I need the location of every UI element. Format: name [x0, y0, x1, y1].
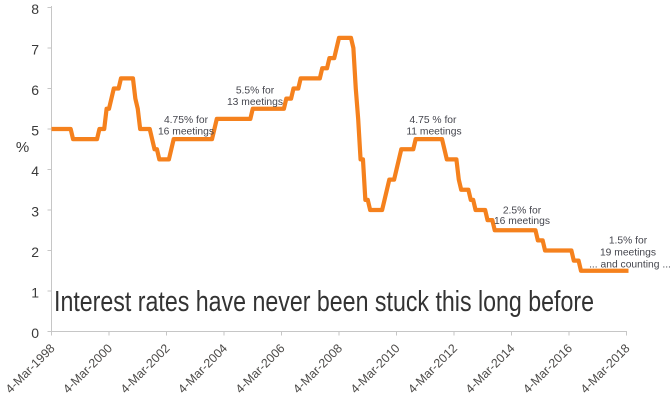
svg-text:8: 8 [31, 1, 39, 17]
svg-text:16 meetings: 16 meetings [494, 216, 550, 227]
svg-text:... and counting ...: ... and counting ... [589, 260, 670, 271]
svg-text:%: % [16, 139, 29, 156]
svg-text:13 meetings: 13 meetings [227, 97, 283, 108]
svg-text:3: 3 [31, 204, 39, 220]
svg-text:1.5% for: 1.5% for [609, 236, 648, 247]
svg-text:Interest rates have never been: Interest rates have never been stuck thi… [54, 286, 594, 318]
svg-text:5: 5 [31, 123, 39, 139]
svg-text:4: 4 [31, 163, 39, 179]
svg-text:19 meetings: 19 meetings [600, 248, 656, 259]
svg-text:1: 1 [31, 285, 39, 301]
svg-text:5.5% for: 5.5% for [236, 86, 275, 97]
svg-text:4.75 % for: 4.75 % for [410, 115, 458, 126]
svg-text:0: 0 [31, 325, 39, 341]
svg-text:6: 6 [31, 82, 39, 98]
svg-text:4.75% for: 4.75% for [164, 115, 209, 126]
svg-text:11 meetings: 11 meetings [406, 127, 461, 138]
svg-text:2: 2 [31, 244, 39, 260]
svg-text:2.5% for: 2.5% for [503, 206, 542, 217]
svg-text:7: 7 [31, 42, 39, 58]
svg-text:16 meetings: 16 meetings [158, 127, 214, 138]
